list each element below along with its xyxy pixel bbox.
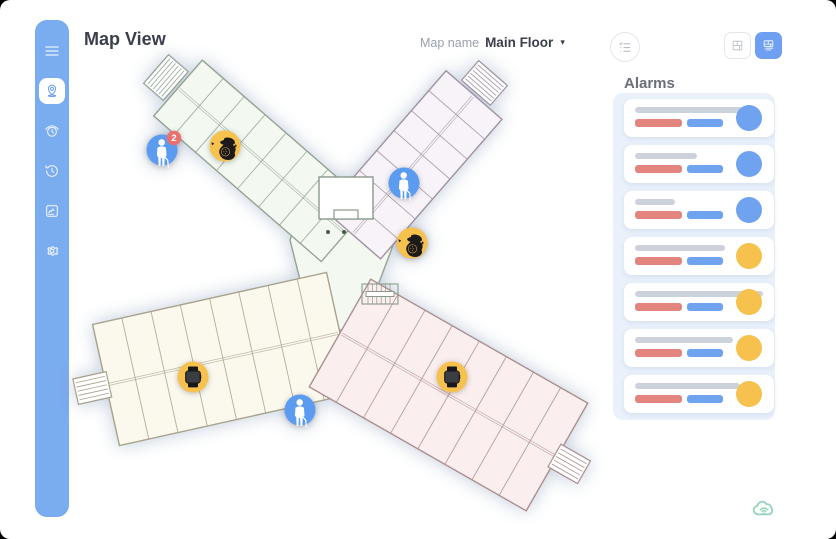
svg-text:2: 2 — [171, 133, 176, 144]
